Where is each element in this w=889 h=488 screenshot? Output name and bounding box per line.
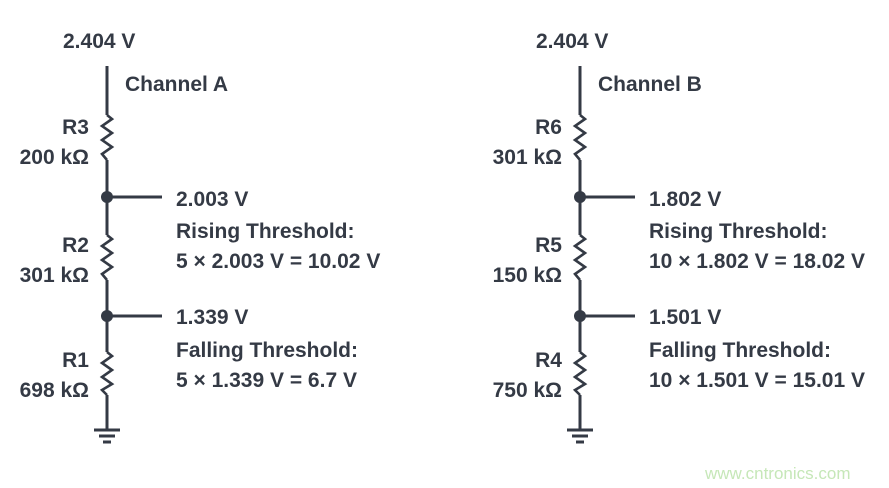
- resistor-ref: R5: [535, 234, 562, 257]
- channel-title: Channel B: [598, 73, 702, 96]
- upper-node-voltage: 2.003 V: [176, 188, 248, 211]
- rising-threshold-label: Rising Threshold:: [649, 220, 828, 243]
- falling-threshold-formula: 5 × 1.339 V = 6.7 V: [176, 369, 357, 392]
- resistor-value: 301 kΩ: [493, 146, 562, 169]
- supply-voltage: 2.404 V: [536, 30, 608, 53]
- resistor-ref: R3: [62, 116, 89, 139]
- resistor-value: 750 kΩ: [493, 379, 562, 402]
- channel-a: 2.404 V Channel A R3 200 kΩ R2 301 kΩ R1…: [20, 30, 380, 444]
- watermark: www.cntronics.com: [704, 464, 850, 483]
- falling-threshold-label: Falling Threshold:: [176, 339, 358, 362]
- lower-node-voltage: 1.339 V: [176, 306, 248, 329]
- lower-node-voltage: 1.501 V: [649, 306, 721, 329]
- upper-node-voltage: 1.802 V: [649, 188, 721, 211]
- channel-b: 2.404 V Channel B R6 301 kΩ R5 150 kΩ R4…: [493, 30, 865, 444]
- rising-threshold-formula: 10 × 1.802 V = 18.02 V: [649, 250, 865, 273]
- resistor-value: 698 kΩ: [20, 379, 89, 402]
- rising-threshold-label: Rising Threshold:: [176, 220, 355, 243]
- resistor-ref: R6: [535, 116, 562, 139]
- resistor-ref: R4: [535, 349, 562, 372]
- rising-threshold-formula: 5 × 2.003 V = 10.02 V: [176, 250, 380, 273]
- falling-threshold-formula: 10 × 1.501 V = 15.01 V: [649, 369, 865, 392]
- supply-voltage: 2.404 V: [63, 30, 135, 53]
- resistor-ref: R1: [62, 349, 89, 372]
- resistor-value: 200 kΩ: [20, 146, 89, 169]
- channel-title: Channel A: [125, 73, 228, 96]
- channel-b-schematic: [565, 64, 637, 444]
- falling-threshold-label: Falling Threshold:: [649, 339, 831, 362]
- channel-a-schematic: [92, 64, 164, 444]
- resistor-ref: R2: [62, 234, 89, 257]
- resistor-value: 150 kΩ: [493, 264, 562, 287]
- resistor-value: 301 kΩ: [20, 264, 89, 287]
